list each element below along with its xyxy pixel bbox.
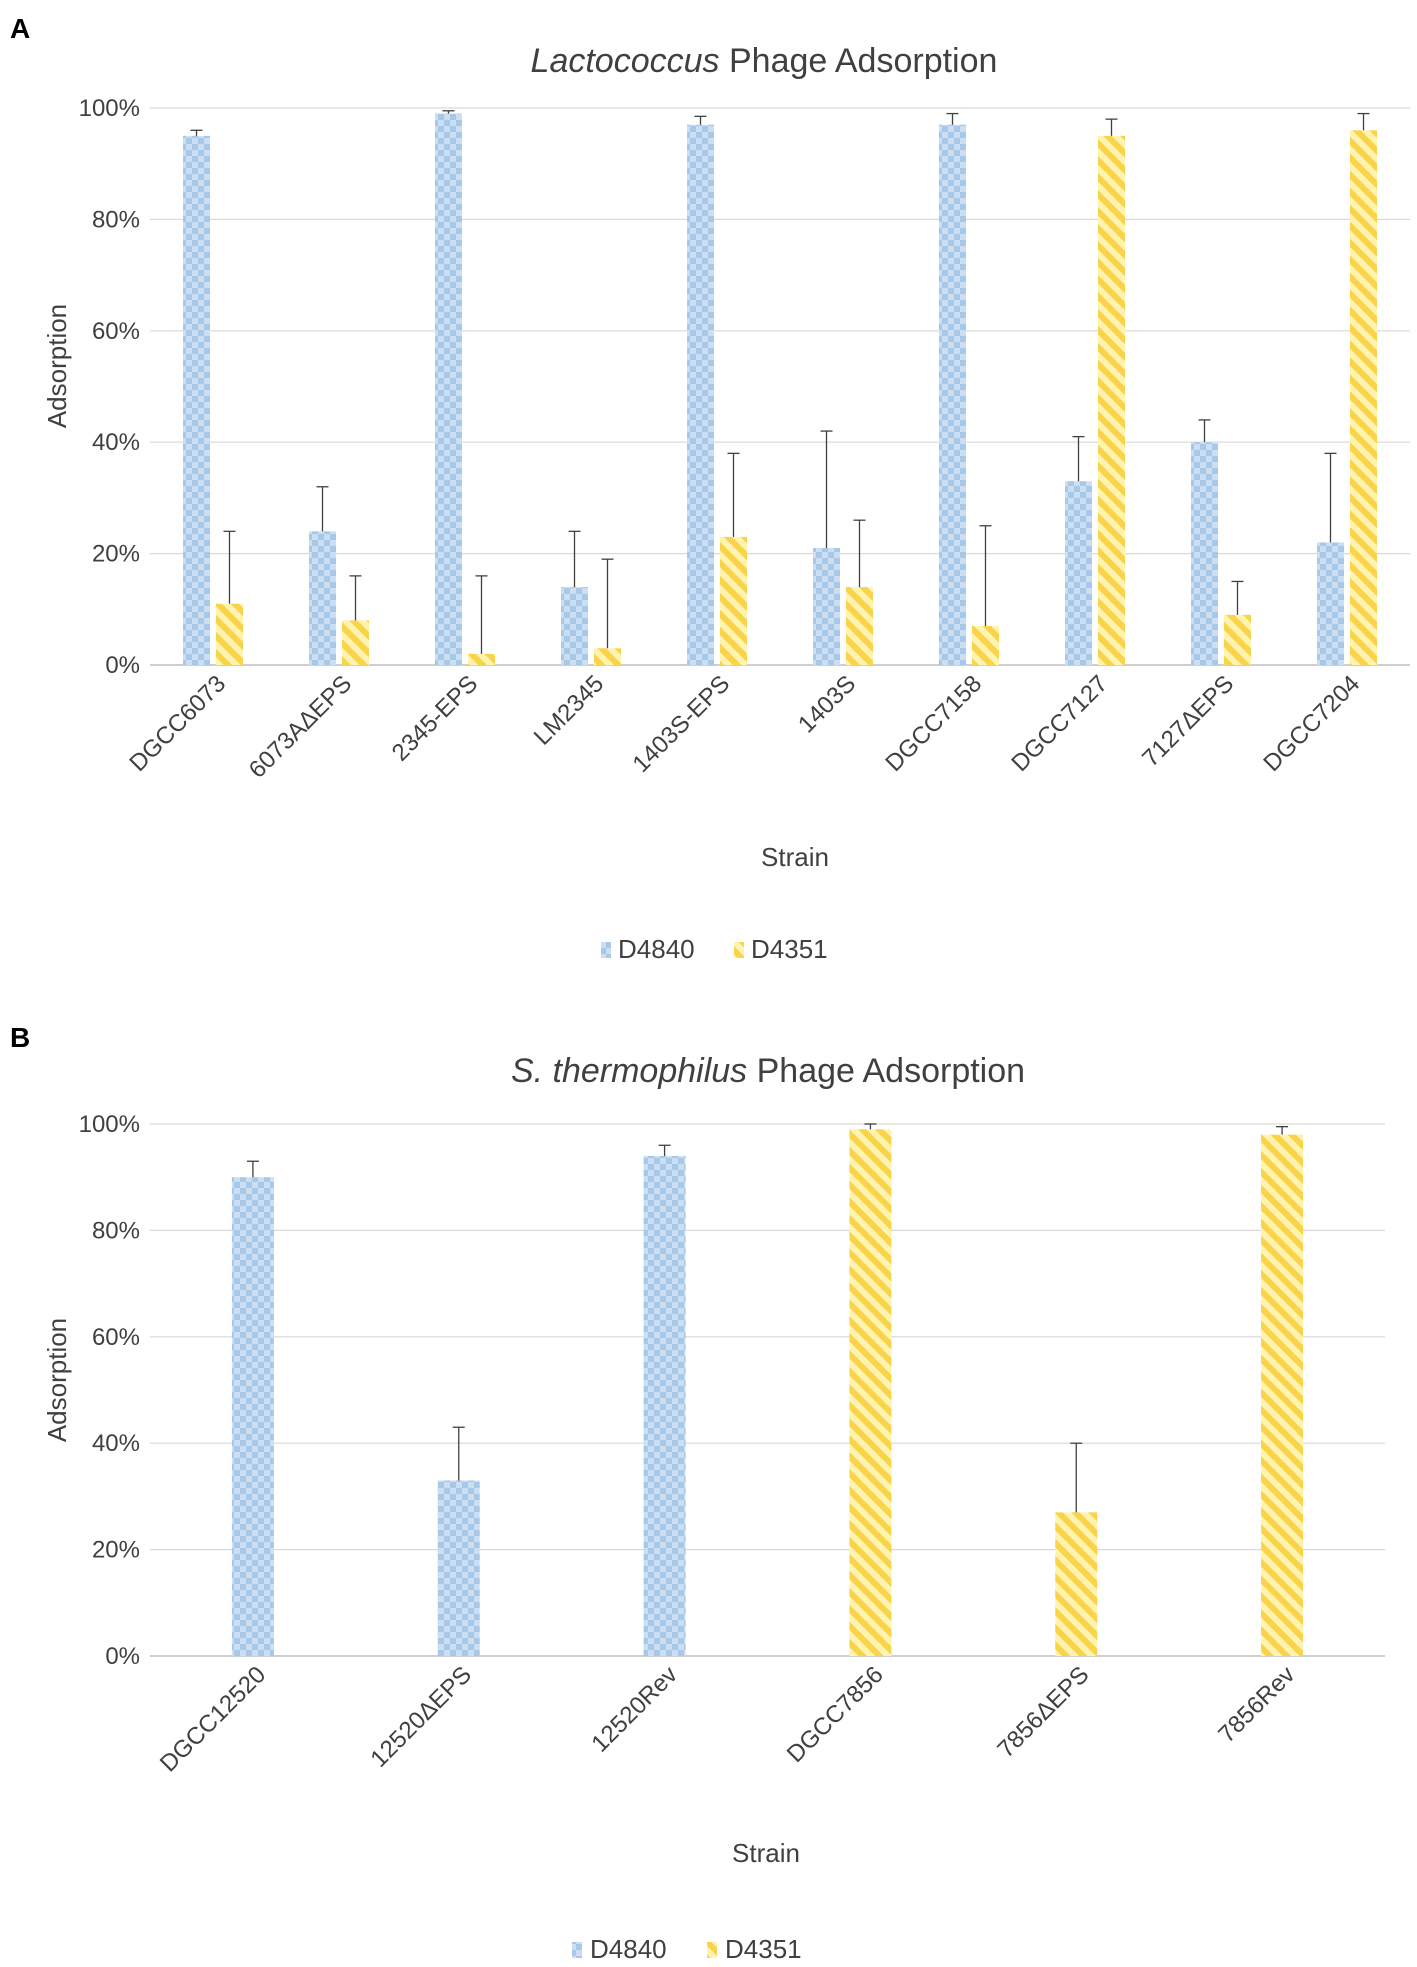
y-tick-label: 60%: [92, 318, 140, 345]
x-tick-label: DGCC7856: [782, 1661, 889, 1768]
bar-d4840-9: [1317, 542, 1344, 665]
bar-d4351-0: [216, 603, 243, 665]
grid-a: [150, 107, 1410, 666]
legend-swatch-d4840-a: [601, 942, 611, 958]
bar-d4351-6: [972, 626, 999, 665]
y-tick-label: 0%: [105, 652, 140, 679]
x-tick-label: DGCC7158: [880, 670, 987, 777]
chart-title-b-italic: S. thermophilus: [511, 1052, 747, 1090]
bar-d4840-3: [561, 587, 588, 665]
x-tick-label: DGCC12520: [155, 1661, 271, 1777]
legend-label-d4840-a: D4840: [618, 934, 695, 964]
chart-panel-a: A Lactococcus Phage Adsorption Adsorptio…: [10, 13, 1410, 964]
chart-panel-b: B S. thermophilus Phage Adsorption Adsor…: [10, 1022, 1385, 1964]
bar-d4840-2: [435, 113, 462, 665]
legend-swatch-d4351-a: [734, 942, 744, 958]
legend-b: D4840 D4351: [572, 1934, 802, 1964]
chart-title-a: Lactococcus Phage Adsorption: [531, 42, 998, 80]
x-tick-label: DGCC6073: [124, 670, 231, 777]
legend-a: D4840 D4351: [601, 934, 828, 964]
legend-swatch-d4351-b: [707, 1942, 717, 1958]
bar-d4840-2: [643, 1155, 686, 1656]
bar-d4351-3: [849, 1129, 892, 1656]
bar-d4351-1: [342, 620, 369, 665]
bar-d4351-3: [594, 648, 621, 665]
x-tick-label: DGCC7204: [1258, 670, 1365, 777]
y-tick-label: 100%: [79, 95, 140, 122]
x-tick-label: 7127ΔEPS: [1137, 670, 1239, 772]
error-bars-a: [190, 110, 1370, 654]
bar-d4351-7: [1098, 135, 1125, 666]
bar-d4351-8: [1224, 614, 1251, 665]
legend-label-d4351-a: D4351: [751, 934, 828, 964]
bar-d4351-4: [1055, 1512, 1098, 1656]
grid-b: [150, 1123, 1385, 1657]
y-tick-label: 40%: [92, 429, 140, 456]
panel-letter-b: B: [10, 1022, 30, 1053]
y-tick-label: 0%: [105, 1643, 140, 1670]
x-tick-label: 2345-EPS: [387, 670, 483, 766]
x-tick-label: DGCC7127: [1006, 670, 1113, 777]
bar-d4840-1: [437, 1480, 480, 1656]
bar-d4840-5: [813, 548, 840, 665]
x-ticks-a: DGCC6073 6073AΔEPS 2345-EPS LM2345 1403S-EPS…: [124, 670, 1365, 783]
legend-label-d4351-b: D4351: [725, 1934, 802, 1964]
chart-title-b-rest: Phage Adsorption: [747, 1052, 1025, 1090]
legend-swatch-d4840-b: [572, 1942, 582, 1958]
y-tick-label: 80%: [92, 1217, 140, 1244]
bar-d4351-2: [468, 653, 495, 665]
chart-title-b: S. thermophilus Phage Adsorption: [511, 1052, 1025, 1090]
y-axis-label-a: Adsorption: [42, 304, 72, 428]
bar-d4351-5: [1261, 1134, 1304, 1656]
bar-d4351-5: [846, 587, 873, 665]
x-tick-label: 6073AΔEPS: [244, 670, 357, 783]
x-tick-label: 7856Rev: [1213, 1661, 1300, 1748]
bar-d4840-7: [1065, 481, 1092, 665]
y-axis-label-b: Adsorption: [42, 1318, 72, 1442]
x-tick-label: 1403S-EPS: [627, 670, 735, 778]
bar-d4351-9: [1350, 130, 1377, 665]
panel-letter-a: A: [10, 13, 30, 44]
y-ticks-b: 0% 20% 40% 60% 80% 100%: [79, 1111, 140, 1670]
y-tick-label: 80%: [92, 206, 140, 233]
x-axis-label-b: Strain: [732, 1838, 800, 1868]
bar-d4840-0: [231, 1177, 274, 1656]
bar-d4351-4: [720, 536, 747, 665]
y-tick-label: 60%: [92, 1324, 140, 1351]
x-tick-label: 1403S: [793, 670, 861, 738]
error-bars-b: [246, 1123, 1289, 1513]
bar-d4840-6: [939, 124, 966, 665]
x-axis-label-a: Strain: [761, 842, 829, 872]
y-tick-label: 20%: [92, 1537, 140, 1564]
y-tick-label: 40%: [92, 1430, 140, 1457]
bar-d4840-4: [687, 124, 714, 665]
chart-title-a-italic: Lactococcus: [531, 42, 720, 80]
bar-d4840-8: [1191, 442, 1218, 665]
bar-d4840-1: [309, 531, 336, 665]
x-tick-label: 12520Rev: [586, 1661, 682, 1757]
y-ticks-a: 0% 20% 40% 60% 80% 100%: [79, 95, 140, 679]
bars-b: [231, 1129, 1304, 1656]
bar-d4840-0: [183, 135, 210, 666]
x-ticks-b: DGCC12520 12520ΔEPS 12520Rev DGCC7856 7856ΔE…: [155, 1661, 1300, 1777]
legend-label-d4840-b: D4840: [590, 1934, 667, 1964]
x-tick-label: 7856ΔEPS: [992, 1661, 1094, 1763]
x-tick-label: LM2345: [529, 670, 609, 750]
y-tick-label: 20%: [92, 541, 140, 568]
x-tick-label: 12520ΔEPS: [365, 1661, 477, 1773]
bars-a: [183, 113, 1377, 666]
chart-title-a-rest: Phage Adsorption: [720, 42, 998, 80]
y-tick-label: 100%: [79, 1111, 140, 1138]
